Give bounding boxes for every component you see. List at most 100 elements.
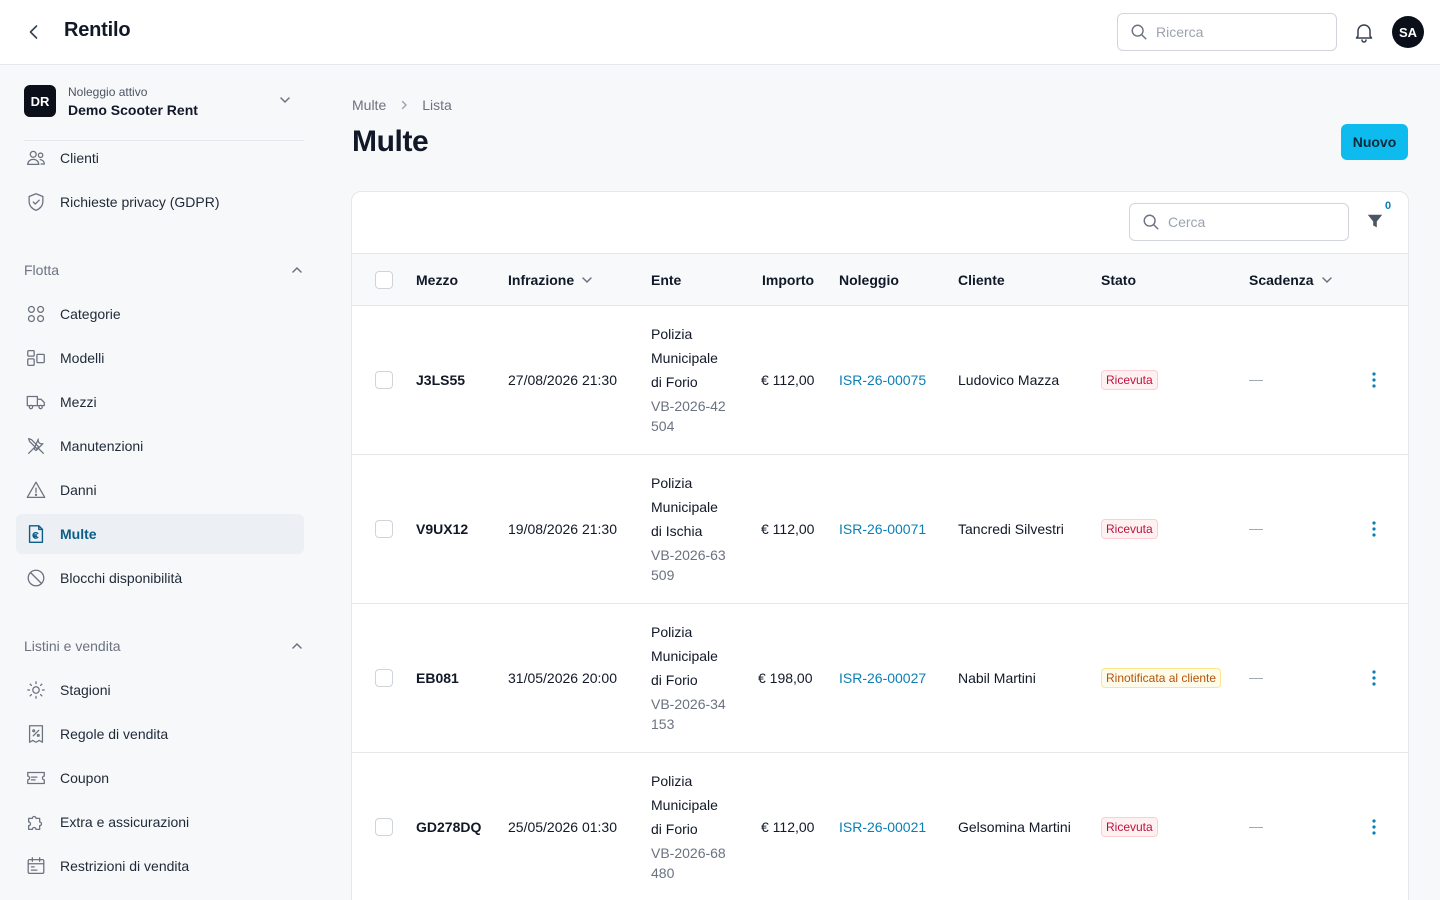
table-search[interactable]	[1129, 203, 1349, 241]
funnel-icon	[1367, 214, 1383, 228]
section-title: Flotta	[24, 262, 60, 278]
sidebar-item-label: Stagioni	[60, 682, 111, 698]
sidebar-item-label: Categorie	[60, 306, 121, 322]
sidebar-item-label: Extra e assicurazioni	[60, 814, 190, 830]
row-checkbox[interactable]	[375, 669, 393, 687]
cell-noleggio-link[interactable]: ISR-26-00075	[839, 372, 927, 388]
column-header-stato: Stato	[1101, 272, 1136, 288]
search-icon	[1131, 24, 1147, 40]
row-checkbox[interactable]	[375, 818, 393, 836]
breadcrumb-parent[interactable]: Multe	[352, 97, 387, 113]
sidebar-item-regole[interactable]: Regole di vendita	[16, 714, 304, 754]
sidebar-item-categorie[interactable]: Categorie	[16, 294, 304, 334]
euro-document-icon	[24, 522, 48, 546]
column-header-label: Infrazione	[508, 272, 575, 288]
cell-infrazione: 27/08/2026 21:30	[508, 372, 617, 388]
chevron-down-icon	[580, 273, 594, 287]
sidebar-item-modelli[interactable]: Modelli	[16, 338, 304, 378]
calendar-icon	[24, 854, 48, 878]
sidebar-item-multe[interactable]: Multe	[16, 514, 304, 554]
ente-reference: VB-2026-63509	[651, 547, 726, 583]
users-icon	[24, 146, 48, 170]
cell-importo: € 112,00	[761, 521, 815, 537]
column-header-noleggio: Noleggio	[839, 272, 899, 288]
sidebar-item-label: Richieste privacy (GDPR)	[60, 194, 220, 210]
search-icon	[1143, 214, 1159, 230]
app-title: Rentilo	[64, 19, 131, 41]
global-search[interactable]	[1117, 13, 1337, 51]
notifications-button[interactable]	[1352, 20, 1376, 44]
sidebar-item-danni[interactable]: Danni	[16, 470, 304, 510]
cell-noleggio-link[interactable]: ISR-26-00071	[839, 521, 927, 537]
global-search-input[interactable]	[1156, 24, 1326, 40]
table-search-input[interactable]	[1168, 214, 1338, 230]
shield-check-icon	[24, 190, 48, 214]
cell-importo: € 112,00	[761, 372, 815, 388]
sidebar-item-mezzi[interactable]: Mezzi	[16, 382, 304, 422]
sidebar-item-label: Manutenzioni	[60, 438, 144, 454]
chevron-down-icon	[280, 97, 290, 104]
cell-mezzo: V9UX12	[416, 521, 469, 537]
column-header-infrazione[interactable]: Infrazione	[508, 254, 594, 306]
sidebar-item-label: Mezzi	[60, 394, 97, 410]
cell-noleggio-link[interactable]: ISR-26-00027	[839, 670, 927, 686]
cell-infrazione: 25/05/2026 01:30	[508, 819, 617, 835]
sidebar-item-label: Clienti	[60, 150, 99, 166]
cell-scadenza: —	[1249, 371, 1263, 387]
breadcrumb-current: Lista	[422, 97, 452, 113]
rental-switcher[interactable]: DR Noleggio attivo Demo Scooter Rent	[24, 85, 304, 141]
cell-scadenza: —	[1249, 818, 1263, 834]
row-actions-button[interactable]	[1362, 815, 1386, 839]
section-listini-toggle[interactable]: Listini e vendita	[24, 634, 304, 658]
ente-name: Polizia Municipale di Forio	[651, 773, 718, 837]
grid-icon	[24, 302, 48, 326]
cell-ente: Polizia Municipale di Forio VB-2026-4250…	[651, 322, 731, 436]
page-title: Multe	[352, 125, 429, 158]
cell-scadenza: —	[1249, 520, 1263, 536]
rental-caption: Noleggio attivo	[68, 85, 148, 99]
rental-badge: DR	[24, 85, 56, 117]
sidebar-item-label: Modelli	[60, 350, 105, 366]
table-row[interactable]: V9UX12 19/08/2026 21:30 Polizia Municipa…	[352, 455, 1408, 604]
table-row[interactable]: J3LS55 27/08/2026 21:30 Polizia Municipa…	[352, 306, 1408, 455]
sidebar-item-extra[interactable]: Extra e assicurazioni	[16, 802, 304, 842]
row-actions-button[interactable]	[1362, 517, 1386, 541]
sidebar-item-clienti[interactable]: Clienti	[16, 138, 304, 178]
cell-mezzo: J3LS55	[416, 372, 466, 388]
section-flotta-toggle[interactable]: Flotta	[24, 258, 304, 282]
column-header-cliente: Cliente	[958, 272, 1005, 288]
row-actions-button[interactable]	[1362, 368, 1386, 392]
cell-importo: € 198,00	[758, 670, 813, 686]
cell-noleggio-link[interactable]: ISR-26-00021	[839, 819, 927, 835]
chevron-left-icon	[29, 25, 38, 39]
status-badge: Ricevuta	[1101, 370, 1158, 390]
back-button[interactable]	[22, 20, 46, 44]
cell-importo: € 112,00	[761, 819, 815, 835]
cell-scadenza: —	[1249, 669, 1263, 685]
sidebar-item-blocchi[interactable]: Blocchi disponibilità	[16, 558, 304, 598]
table-row[interactable]: GD278DQ 25/05/2026 01:30 Polizia Municip…	[352, 753, 1408, 900]
sidebar-item-coupon[interactable]: Coupon	[16, 758, 304, 798]
more-vertical-icon	[1372, 372, 1376, 388]
breadcrumb: Multe Lista	[352, 97, 452, 113]
chevron-right-icon	[398, 99, 410, 111]
sidebar-item-stagioni[interactable]: Stagioni	[16, 670, 304, 710]
cell-ente: Polizia Municipale di Ischia VB-2026-635…	[651, 471, 731, 585]
sidebar-item-manutenzioni[interactable]: Manutenzioni	[16, 426, 304, 466]
table-row[interactable]: EB081 31/05/2026 20:00 Polizia Municipal…	[352, 604, 1408, 753]
cell-cliente: Nabil Martini	[958, 670, 1036, 686]
cell-cliente: Gelsomina Martini	[958, 819, 1071, 835]
ente-name: Polizia Municipale di Forio	[651, 326, 718, 390]
user-avatar[interactable]: SA	[1392, 16, 1424, 48]
filter-button[interactable]	[1363, 209, 1387, 233]
row-checkbox[interactable]	[375, 520, 393, 538]
select-all-checkbox[interactable]	[375, 271, 393, 289]
new-button[interactable]: Nuovo	[1341, 124, 1408, 160]
row-actions-button[interactable]	[1362, 666, 1386, 690]
sidebar-item-gdpr[interactable]: Richieste privacy (GDPR)	[16, 182, 304, 222]
ticket-icon	[24, 766, 48, 790]
column-header-scadenza[interactable]: Scadenza	[1249, 254, 1334, 306]
row-checkbox[interactable]	[375, 371, 393, 389]
ente-name: Polizia Municipale di Ischia	[651, 475, 718, 539]
sidebar-item-restrizioni[interactable]: Restrizioni di vendita	[16, 846, 304, 886]
